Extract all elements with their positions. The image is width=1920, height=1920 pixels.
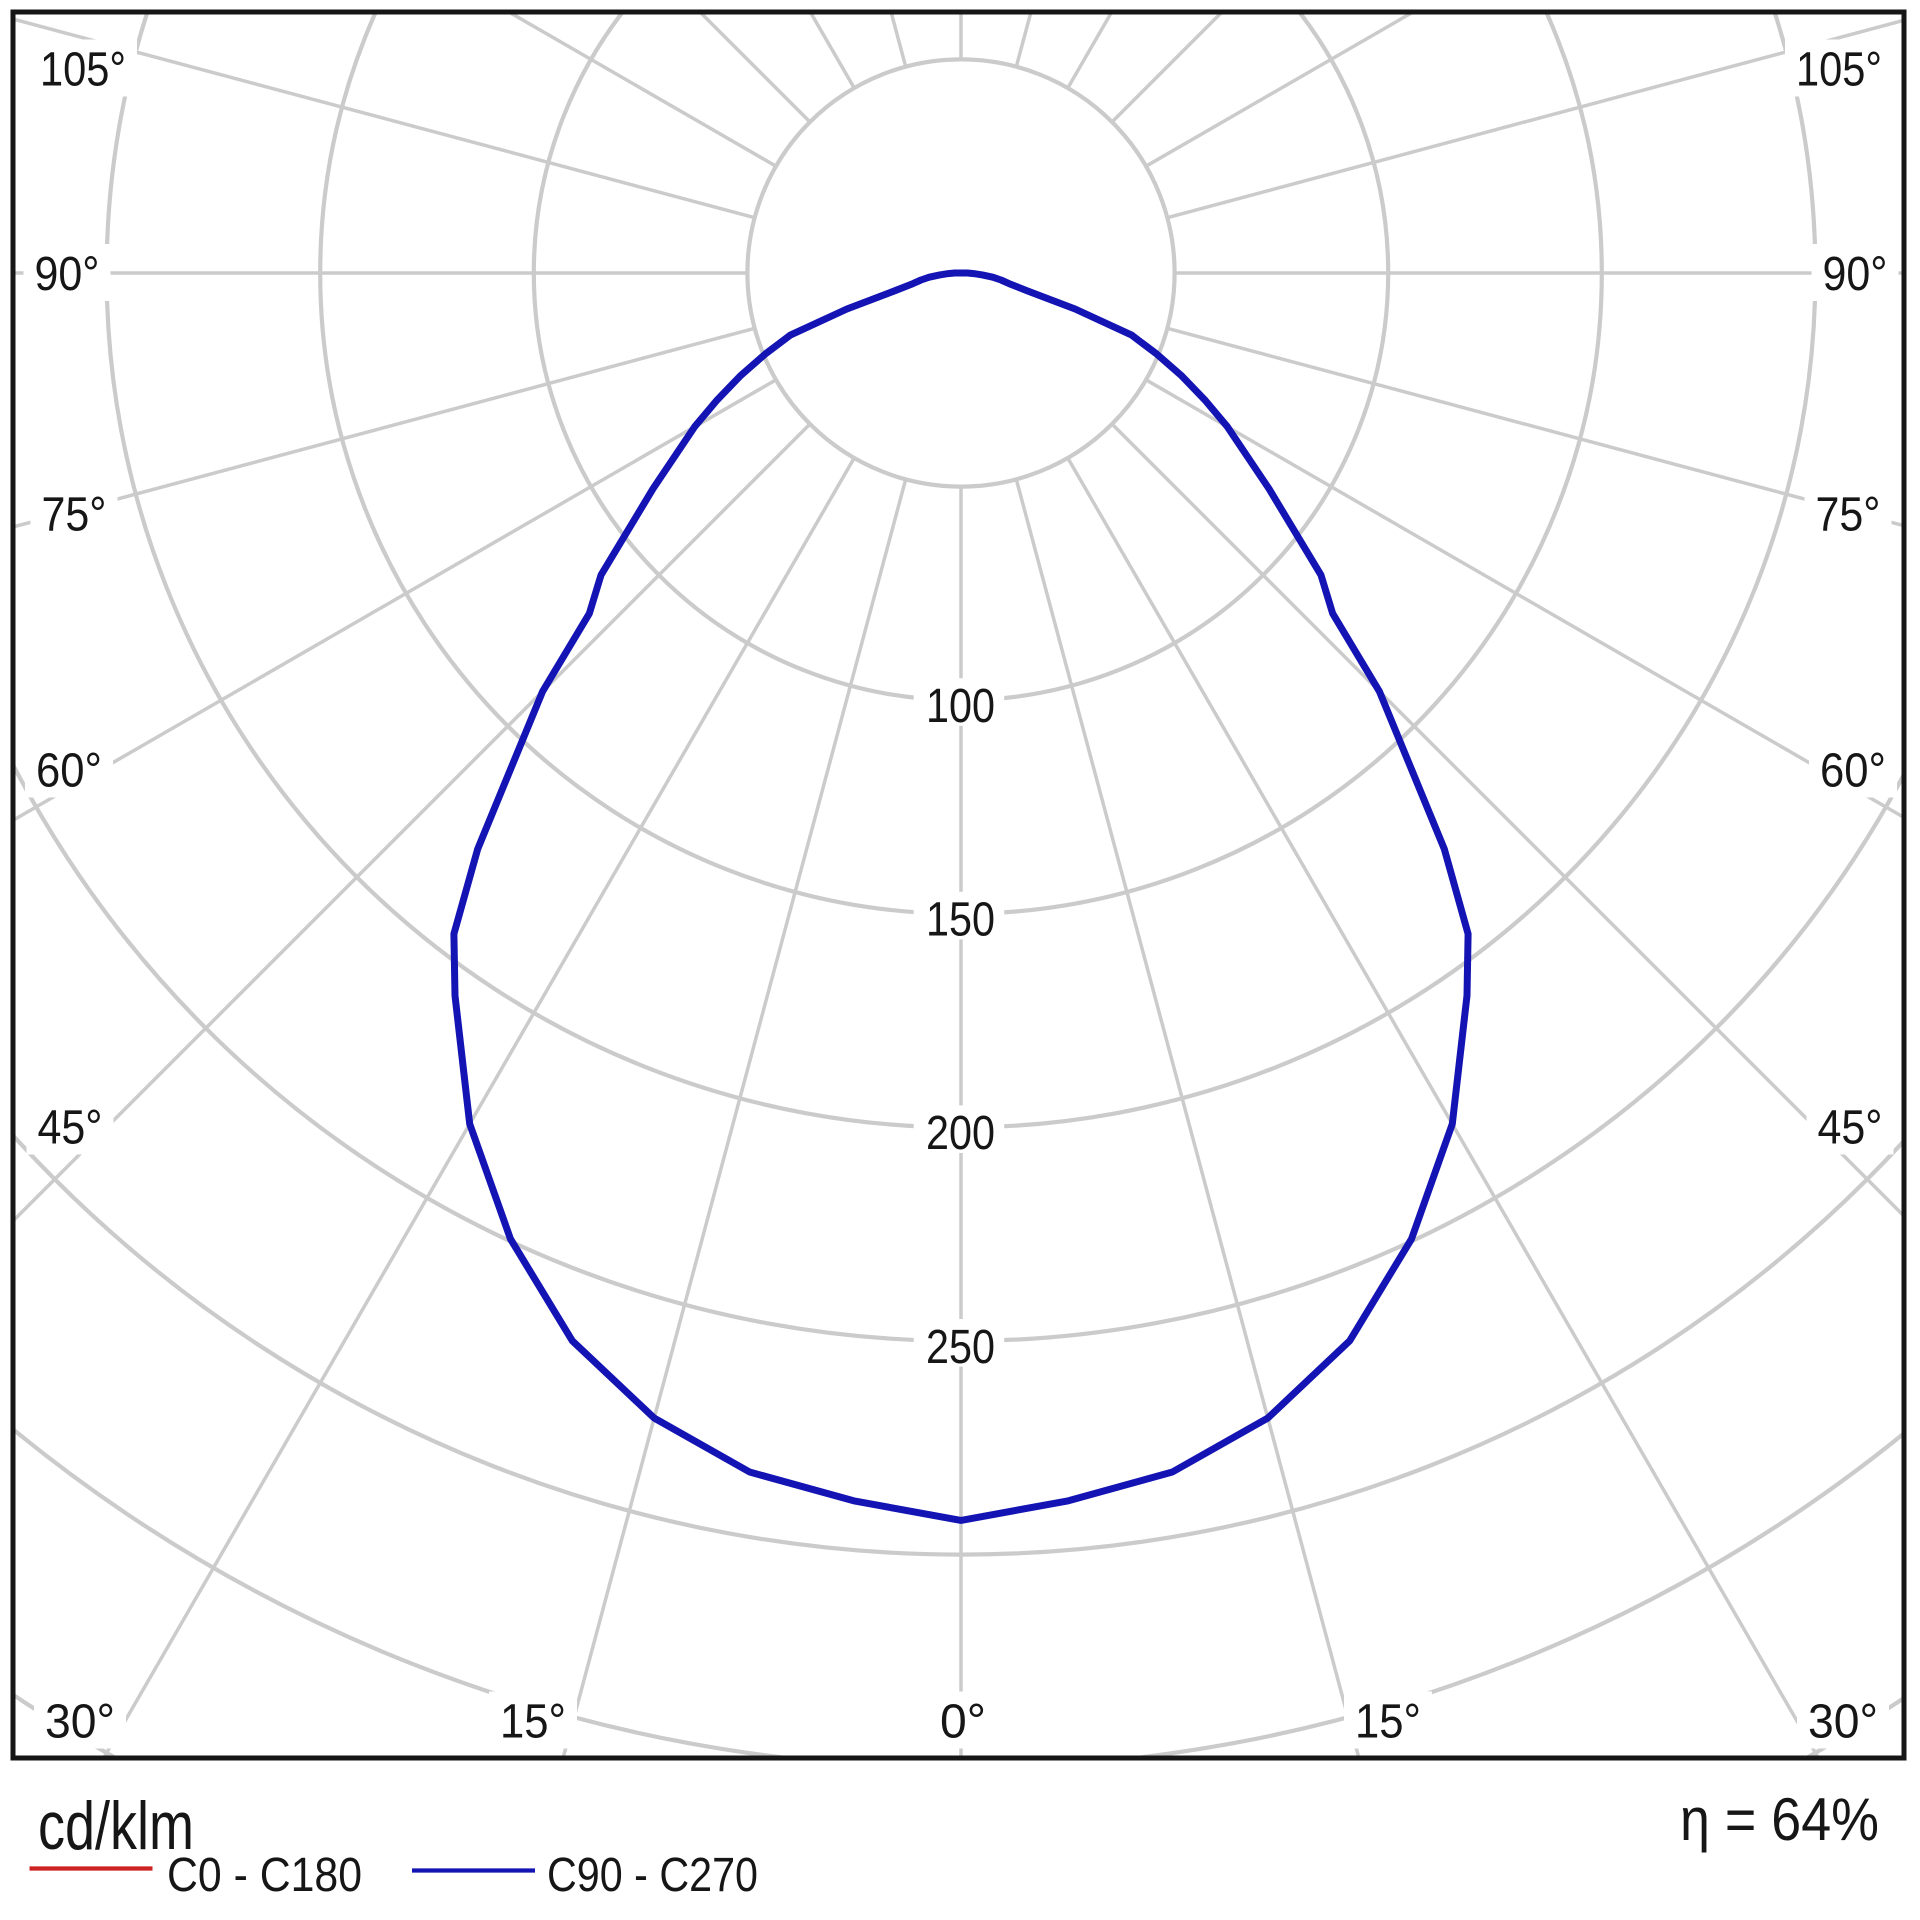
svg-text:90°: 90° <box>35 248 100 301</box>
svg-text:75°: 75° <box>1816 488 1881 541</box>
svg-text:30°: 30° <box>1808 1695 1878 1748</box>
svg-text:15°: 15° <box>500 1695 566 1748</box>
svg-text:0°: 0° <box>940 1695 986 1748</box>
svg-text:250: 250 <box>926 1321 995 1374</box>
svg-text:75°: 75° <box>42 488 107 541</box>
svg-text:C90 - C270: C90 - C270 <box>547 1849 758 1902</box>
svg-text:60°: 60° <box>1820 744 1886 797</box>
svg-text:45°: 45° <box>1818 1101 1883 1154</box>
svg-text:60°: 60° <box>36 744 102 797</box>
svg-text:15°: 15° <box>1355 1695 1421 1748</box>
svg-text:150: 150 <box>926 894 995 947</box>
svg-text:90°: 90° <box>1823 248 1888 301</box>
svg-text:100: 100 <box>926 680 995 733</box>
svg-text:45°: 45° <box>38 1101 103 1154</box>
svg-text:C0 - C180: C0 - C180 <box>167 1849 362 1902</box>
svg-text:105°: 105° <box>40 43 126 96</box>
svg-text:200: 200 <box>926 1107 995 1160</box>
svg-text:105°: 105° <box>1796 43 1882 96</box>
svg-text:30°: 30° <box>45 1695 115 1748</box>
svg-text:η = 64%: η = 64% <box>1680 1786 1879 1853</box>
svg-text:cd/klm: cd/klm <box>38 1788 194 1864</box>
